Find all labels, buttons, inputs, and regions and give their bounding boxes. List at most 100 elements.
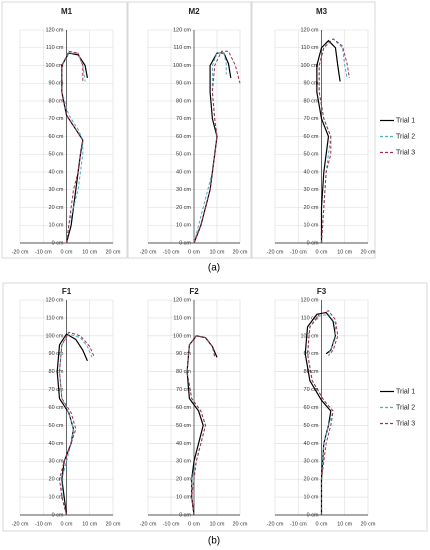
legend-label: Trial 2	[396, 133, 415, 140]
legend-label: Trial 1	[396, 388, 415, 395]
x-tick-label: 20 cm	[233, 521, 248, 527]
y-tick-label: 120 cm	[45, 27, 63, 33]
legend-label: Trial 3	[396, 420, 415, 427]
y-tick-label: 60 cm	[304, 405, 319, 411]
y-tick-label: 20 cm	[49, 205, 64, 211]
x-tick-label: -10 cm	[35, 249, 52, 255]
x-tick-label: -20 cm	[12, 249, 29, 255]
y-tick-label: 110 cm	[301, 315, 319, 321]
y-tick-label: 120 cm	[300, 27, 318, 33]
x-tick-label: 10 cm	[337, 521, 352, 527]
y-tick-label: 80 cm	[176, 369, 191, 375]
x-tick-label: 10 cm	[82, 521, 97, 527]
chart-title: M2	[188, 7, 200, 16]
x-tick-label: -10 cm	[163, 521, 180, 527]
y-tick-label: 40 cm	[176, 169, 191, 175]
chart-title: F3	[317, 287, 327, 296]
y-tick-label: 120 cm	[173, 27, 191, 33]
y-tick-label: 40 cm	[304, 169, 319, 175]
y-tick-label: 10 cm	[176, 223, 191, 229]
y-tick-label: 50 cm	[176, 423, 191, 429]
trial-line	[193, 52, 232, 244]
y-tick-label: 30 cm	[49, 187, 64, 193]
y-tick-label: 100 cm	[300, 63, 318, 69]
y-tick-label: 70 cm	[304, 116, 319, 122]
x-tick-label: 20 cm	[106, 249, 121, 255]
trial-line	[59, 331, 95, 516]
x-tick-label: -10 cm	[163, 249, 180, 255]
y-tick-label: 70 cm	[176, 116, 191, 122]
y-tick-label: 60 cm	[49, 134, 64, 140]
y-tick-label: 50 cm	[49, 152, 64, 158]
y-tick-label: 0 cm	[52, 240, 64, 246]
y-tick-label: 10 cm	[49, 223, 64, 229]
y-tick-label: 70 cm	[49, 387, 64, 393]
panel-frame	[1, 1, 128, 259]
y-tick-label: 10 cm	[49, 495, 64, 501]
y-tick-label: 60 cm	[304, 134, 319, 140]
y-tick-label: 40 cm	[176, 441, 191, 447]
y-tick-label: 60 cm	[49, 405, 64, 411]
y-tick-label: 110 cm	[46, 315, 64, 321]
legend-label: Trial 2	[396, 404, 415, 411]
y-tick-label: 50 cm	[49, 423, 64, 429]
trial-line	[307, 313, 336, 515]
panel-frame	[251, 1, 376, 259]
y-tick-label: 10 cm	[304, 495, 319, 501]
legend-label: Trial 3	[396, 149, 415, 156]
y-tick-label: 40 cm	[49, 441, 64, 447]
x-tick-label: -20 cm	[267, 521, 284, 527]
caption: (a)	[208, 263, 220, 274]
trial-line	[59, 333, 93, 516]
x-tick-label: -10 cm	[290, 249, 307, 255]
y-tick-label: 30 cm	[304, 187, 319, 193]
trial-line	[316, 39, 341, 243]
x-tick-label: 20 cm	[361, 249, 376, 255]
chart-title: M1	[61, 7, 73, 16]
y-tick-label: 0 cm	[307, 512, 319, 518]
y-tick-label: 0 cm	[179, 240, 191, 246]
x-tick-label: 0 cm	[316, 249, 328, 255]
y-tick-label: 10 cm	[176, 495, 191, 501]
panel-frame	[127, 1, 252, 259]
x-tick-label: -20 cm	[140, 249, 157, 255]
chart-title: F2	[189, 287, 199, 296]
y-tick-label: 90 cm	[304, 351, 319, 357]
trial-line	[304, 311, 337, 515]
y-tick-label: 120 cm	[173, 297, 191, 303]
y-tick-label: 20 cm	[176, 205, 191, 211]
y-tick-label: 60 cm	[176, 134, 191, 140]
x-tick-label: 0 cm	[61, 249, 73, 255]
caption: (b)	[208, 536, 220, 547]
y-tick-label: 0 cm	[307, 240, 319, 246]
y-tick-label: 10 cm	[304, 223, 319, 229]
chart-title: M3	[316, 7, 328, 16]
y-tick-label: 80 cm	[304, 98, 319, 104]
y-tick-label: 100 cm	[45, 63, 63, 69]
legend-label: Trial 1	[396, 117, 415, 124]
y-tick-label: 90 cm	[176, 81, 191, 87]
y-tick-label: 100 cm	[173, 63, 191, 69]
y-tick-label: 50 cm	[304, 423, 319, 429]
trial-line	[193, 50, 241, 244]
y-tick-label: 90 cm	[49, 351, 64, 357]
panel-b-frame	[2, 282, 428, 532]
y-tick-label: 110 cm	[301, 45, 319, 51]
trial-line	[318, 38, 350, 244]
x-tick-label: 10 cm	[337, 249, 352, 255]
y-tick-label: 20 cm	[49, 477, 64, 483]
y-tick-label: 40 cm	[304, 441, 319, 447]
x-tick-label: 0 cm	[188, 521, 200, 527]
trial-line	[186, 335, 216, 516]
chart-title: F1	[62, 287, 72, 296]
x-tick-label: -10 cm	[290, 521, 307, 527]
y-tick-label: 70 cm	[176, 387, 191, 393]
y-tick-label: 90 cm	[304, 81, 319, 87]
y-tick-label: 80 cm	[49, 98, 64, 104]
y-tick-label: 50 cm	[176, 152, 191, 158]
x-tick-label: -20 cm	[140, 521, 157, 527]
y-tick-label: 30 cm	[304, 459, 319, 465]
y-tick-label: 120 cm	[300, 297, 318, 303]
y-tick-label: 110 cm	[173, 315, 191, 321]
trial-line	[61, 52, 86, 244]
